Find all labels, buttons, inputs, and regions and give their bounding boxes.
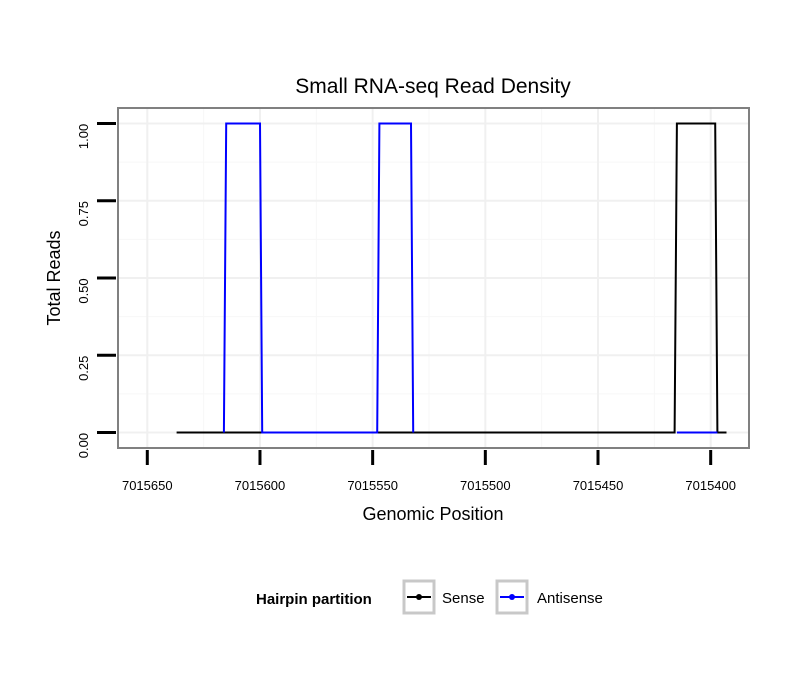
y-tick-label: 0.00	[76, 433, 91, 458]
y-tick-label: 1.00	[76, 124, 91, 149]
x-tick-label: 7015650	[122, 478, 173, 493]
legend-label-antisense: Antisense	[537, 590, 603, 607]
x-axis-label: Genomic Position	[362, 504, 503, 524]
x-tick-label: 7015550	[347, 478, 398, 493]
legend: Hairpin partition Sense Antisense	[256, 579, 603, 615]
y-tick-label: 0.50	[76, 278, 91, 303]
y-tick-label: 0.25	[76, 356, 91, 381]
y-axis-label: Total Reads	[44, 230, 64, 325]
legend-entry-sense: Sense	[402, 579, 485, 615]
legend-point-antisense	[509, 594, 515, 600]
series-line-antisense	[222, 122, 415, 434]
series-layer	[176, 122, 727, 434]
x-tick-label: 7015400	[685, 478, 736, 493]
y-axis: 0.00 0.25 0.50 0.75 1.00	[76, 121, 116, 458]
x-tick-label: 7015450	[573, 478, 624, 493]
series-line-sense	[176, 122, 727, 434]
legend-title: Hairpin partition	[256, 591, 372, 608]
plot-panel-border	[117, 107, 750, 449]
legend-point-sense	[416, 594, 422, 600]
chart-title: Small RNA-seq Read Density	[295, 75, 571, 98]
x-tick-label: 7015600	[235, 478, 286, 493]
x-axis: 7015650 7015600 7015550 7015500 7015450 70154…	[122, 450, 736, 493]
legend-label-sense: Sense	[442, 590, 485, 607]
x-tick-label: 7015500	[460, 478, 511, 493]
y-tick-label: 0.75	[76, 201, 91, 226]
legend-entry-antisense: Antisense	[495, 579, 603, 615]
